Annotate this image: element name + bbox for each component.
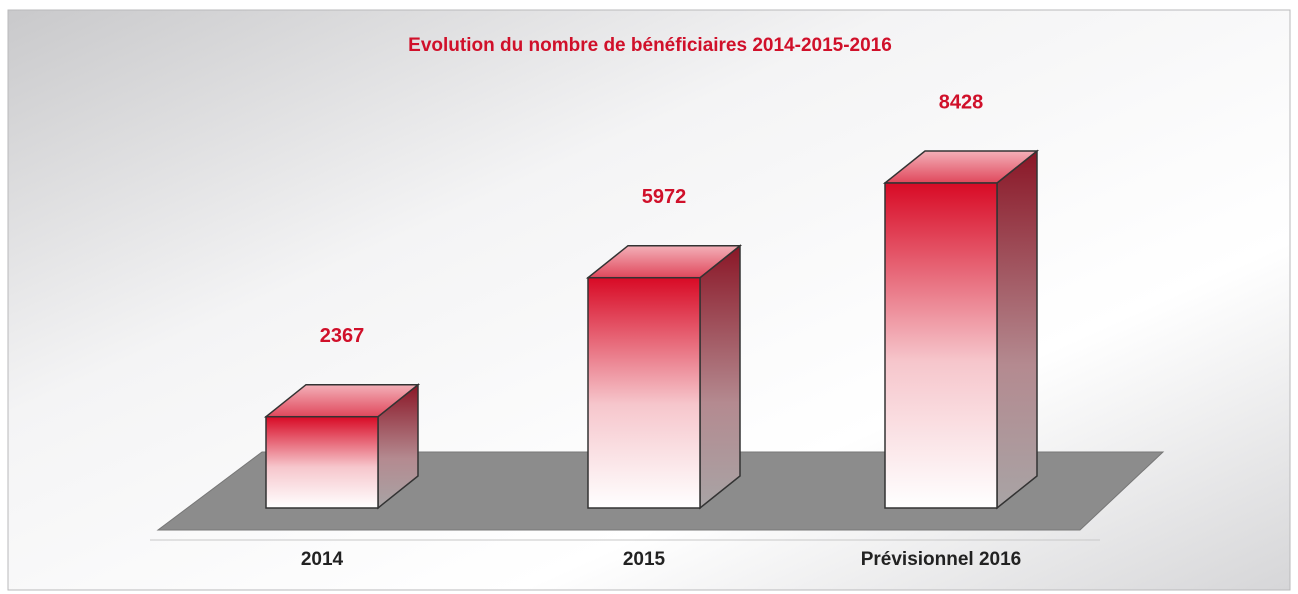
- bar: [265, 415, 379, 509]
- bar: [884, 182, 998, 509]
- value-label: 5972: [642, 186, 687, 208]
- bar-side: [996, 149, 1038, 510]
- x-tick-label: Prévisionnel 2016: [861, 549, 1022, 570]
- bar-side: [699, 244, 741, 510]
- x-tick-label: 2015: [623, 549, 666, 570]
- value-label: 8428: [939, 91, 984, 113]
- bar: [587, 276, 701, 509]
- value-label: 2367: [320, 325, 365, 347]
- chart-title: Evolution du nombre de bénéficiaires 201…: [408, 35, 892, 56]
- x-tick-label: 2014: [301, 549, 344, 570]
